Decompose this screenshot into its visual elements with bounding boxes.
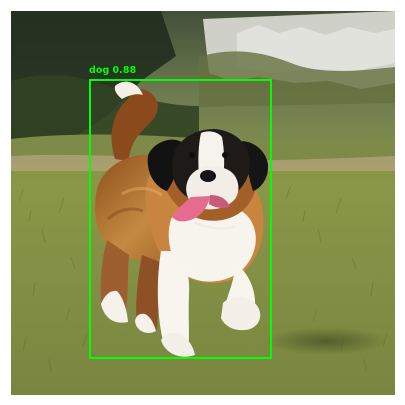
- detection-label: dog 0.88: [89, 64, 136, 77]
- detection-class-label: dog: [89, 65, 110, 76]
- dog-icon: [95, 81, 269, 357]
- detection-confidence: 0.88: [112, 65, 137, 76]
- scene-illustration: [11, 11, 395, 395]
- scene-photo: [11, 11, 395, 395]
